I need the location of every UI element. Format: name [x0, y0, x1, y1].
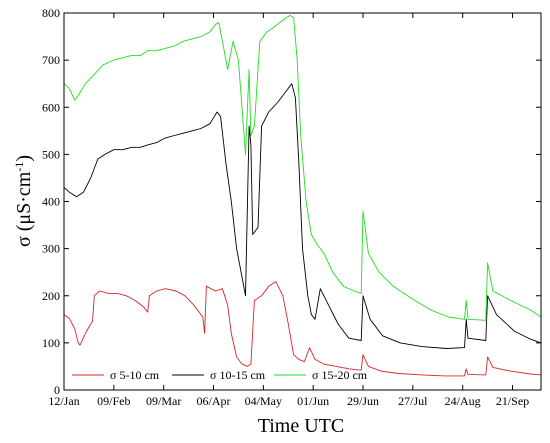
x-tick-label: 24/Aug	[445, 394, 481, 408]
x-tick-label: 09/Mar	[146, 394, 181, 408]
x-tick-label: 21/Sep	[496, 394, 529, 408]
y-axis: 0 100 200 300 400 500 600 700 800	[42, 6, 541, 397]
legend: σ 5-10 cm σ 10-15 cm σ 15-20 cm	[72, 368, 368, 382]
x-tick-label: 04/May	[245, 394, 282, 408]
y-tick-label: 0	[54, 383, 60, 397]
series-line-2	[63, 83, 542, 349]
legend-label: σ 15-20 cm	[312, 368, 368, 382]
x-tick-label: 29/Jun	[347, 394, 379, 408]
y-tick-label: 100	[42, 336, 60, 350]
y-tick-label: 500	[42, 147, 60, 161]
x-axis: 12/Jan 09/Feb 09/Mar 06/Apr 04/May 01/Jun 29/J…	[48, 13, 529, 408]
x-axis-title: Time UTC	[258, 415, 345, 437]
x-tick-label: 01/Jun	[297, 394, 329, 408]
plot-frame	[63, 12, 542, 391]
y-tick-label: 800	[42, 6, 60, 20]
y-axis-title: σ (μS·cm-1)	[12, 155, 35, 247]
series-line-3	[63, 14, 542, 321]
y-tick-label: 700	[42, 53, 60, 67]
x-tick-label: 06/Apr	[197, 394, 231, 408]
series-layer	[63, 14, 542, 377]
y-tick-label: 300	[42, 242, 60, 256]
legend-label: σ 5-10 cm	[110, 368, 160, 382]
y-tick-label: 400	[42, 195, 60, 209]
x-tick-label: 09/Feb	[97, 394, 130, 408]
x-tick-label: 12/Jan	[48, 394, 79, 408]
y-tick-label: 600	[42, 100, 60, 114]
series-line-1	[63, 281, 542, 377]
y-tick-label: 200	[42, 289, 60, 303]
x-tick-label: 27/Jul	[398, 394, 428, 408]
legend-label: σ 10-15 cm	[210, 368, 266, 382]
